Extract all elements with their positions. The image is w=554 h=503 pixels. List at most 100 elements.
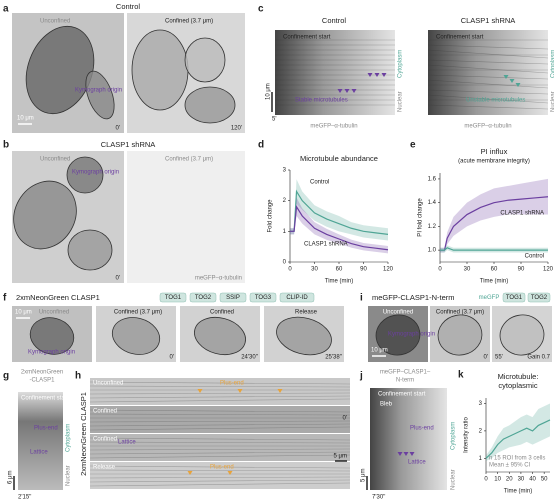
filament: [89, 476, 351, 479]
domain-label: TOG2: [531, 295, 548, 301]
cell: [184, 86, 236, 124]
micrograph: [428, 30, 548, 115]
label: 0': [343, 416, 347, 422]
arrowhead: [277, 389, 283, 393]
x-tick-label: 120: [383, 267, 394, 273]
label: 0': [170, 355, 174, 361]
label: Unstable microtubules: [466, 98, 525, 104]
cell: [499, 314, 545, 356]
ci-band: [290, 179, 388, 241]
y-axis-label: Intensity ratio: [464, 416, 470, 452]
panel-label: g: [3, 371, 9, 382]
label: 120': [231, 126, 242, 132]
arrowhead: [409, 452, 415, 456]
filament: [89, 465, 351, 469]
micrograph: [275, 30, 395, 115]
label: 0': [116, 126, 120, 132]
kymo-track: [427, 74, 549, 80]
panel-label: f: [3, 293, 7, 304]
label: Confined (3.7 μm): [165, 157, 213, 163]
chart-title: PI influx: [481, 147, 508, 156]
label: Gain 0.7: [527, 355, 550, 361]
ci-band: [440, 245, 548, 253]
filament: [89, 395, 351, 399]
label: Confined (3.7 μm): [165, 19, 213, 25]
x-tick-label: 120: [543, 267, 554, 273]
x-tick-label: 0: [438, 267, 442, 273]
cell: [85, 70, 115, 120]
cell: [13, 180, 77, 250]
panel-label: b: [3, 140, 9, 151]
label: Confinement start: [283, 35, 331, 41]
cell: [131, 29, 189, 111]
x-axis-label: Time (min): [325, 279, 353, 285]
label: 10 μm: [266, 83, 272, 100]
label: Confinement start: [21, 396, 69, 402]
x-tick-label: 30: [311, 267, 318, 273]
side-label: 2xmNeonGreen CLASP1: [79, 392, 88, 476]
filament: [89, 413, 351, 416]
arrowhead: [509, 79, 515, 83]
panel-title: Control: [116, 2, 141, 11]
panel-title: 2xmNeonGreen CLASP1: [16, 293, 100, 302]
filament: [89, 469, 351, 472]
y-tick-label: 1.6: [428, 177, 437, 183]
micrograph: [127, 151, 245, 283]
label: 25'38'': [325, 355, 342, 361]
arrowhead: [344, 89, 350, 93]
micrograph: [18, 392, 63, 490]
x-axis-label: Time (min): [480, 279, 508, 285]
note: Mean ± 95% CI: [489, 463, 531, 469]
domain-label: meGFP: [479, 295, 500, 301]
y-tick-label: 3: [283, 168, 287, 174]
label: Plus-end: [410, 426, 434, 432]
kymo-track: [427, 89, 549, 95]
x-tick-label: 50: [541, 477, 548, 483]
panel-label: i: [360, 293, 363, 304]
label: Unconfined: [39, 310, 69, 316]
panel-label: d: [258, 140, 264, 151]
cell: [29, 317, 75, 355]
series-label: Control: [525, 254, 544, 260]
label: Lattice: [408, 460, 426, 466]
domain-box: [189, 292, 217, 303]
filament: [89, 409, 351, 413]
micrograph: [90, 378, 350, 405]
x-tick-label: 10: [494, 477, 501, 483]
label: meGFP–α-tubulin: [464, 124, 511, 130]
y-axis-label: Fold change: [268, 199, 274, 233]
series-label: Control: [310, 180, 329, 186]
x-axis-label: Time (min): [504, 489, 532, 495]
domain-label: CLIP-ID: [286, 295, 308, 301]
micrograph: [90, 434, 350, 461]
filament: [89, 381, 351, 385]
line: [485, 419, 551, 459]
y-tick-label: 2: [479, 428, 483, 434]
filament: [89, 385, 351, 388]
filament: [89, 454, 351, 459]
domain-label: TOG1: [506, 295, 523, 301]
panel-title: N-term: [396, 378, 414, 384]
label: Confined: [93, 409, 117, 415]
cell: [276, 316, 332, 356]
chart-subtitle: (acute membrane integrity): [458, 159, 530, 165]
chart-title: Microtubule:: [498, 372, 539, 381]
label: meGFP–α-tubulin: [195, 276, 242, 282]
kymo-track: [427, 104, 549, 110]
label: Plus-end: [34, 426, 58, 432]
panel-title: CLASP1 shRNA: [461, 16, 516, 25]
panel-title: -CLASP1: [29, 378, 55, 384]
panel-title: 2xmNeonGreen: [21, 370, 63, 376]
label: 0': [484, 355, 488, 361]
label: Nuclear: [551, 91, 554, 112]
kymo-track: [427, 59, 549, 65]
y-tick-label: 1: [479, 456, 483, 462]
label: Confinement start: [378, 392, 426, 398]
arrowhead: [367, 73, 373, 77]
cell: [66, 156, 104, 194]
label: Confined: [210, 310, 234, 316]
filament: [89, 437, 351, 441]
y-tick-label: 1.4: [428, 200, 437, 206]
arrowhead: [381, 73, 387, 77]
arrowhead: [197, 389, 203, 393]
